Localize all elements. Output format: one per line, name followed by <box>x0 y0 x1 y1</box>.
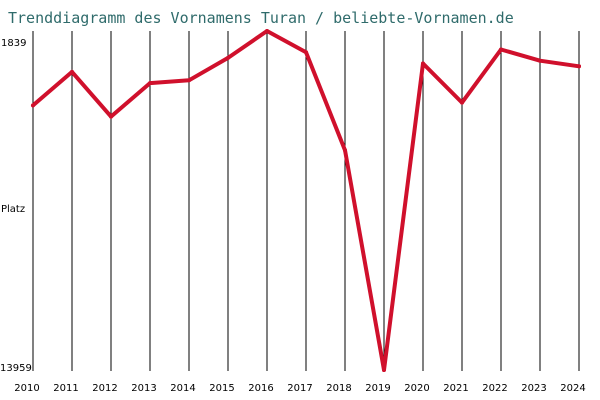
x-tick-label: 2013 <box>131 383 156 394</box>
x-tick-label: 2016 <box>248 383 273 394</box>
data-point-2014 <box>187 78 191 83</box>
data-point-2017 <box>304 50 308 55</box>
data-point-2018 <box>343 148 347 153</box>
x-axis-labels: 2010 2011 2012 2013 2014 2015 2016 2017 2018 2019… <box>14 383 585 394</box>
x-tick-label: 2021 <box>443 383 468 394</box>
x-tick-label: 2014 <box>170 383 195 394</box>
data-point-2021 <box>460 100 464 105</box>
data-point-2024 <box>577 64 581 69</box>
x-tick-label: 2011 <box>53 383 78 394</box>
x-tick-label: 2024 <box>560 383 585 394</box>
y-tick-bottom: 13959 <box>0 363 32 374</box>
chart-title: Trenddiagramm des Vornamens Turan / beli… <box>8 9 514 27</box>
x-tick-label: 2022 <box>482 383 507 394</box>
data-point-2011 <box>70 69 74 74</box>
data-point-2013 <box>148 81 152 86</box>
data-point-2020 <box>421 61 425 66</box>
data-point-2023 <box>538 58 542 63</box>
x-tick-label: 2010 <box>14 383 39 394</box>
data-point-2019 <box>382 368 386 372</box>
grid-lines <box>32 31 580 371</box>
series-group <box>31 29 581 372</box>
x-tick-label: 2019 <box>365 383 390 394</box>
x-tick-label: 2012 <box>92 383 117 394</box>
x-tick-label: 2020 <box>404 383 429 394</box>
data-point-2015 <box>226 55 230 60</box>
x-tick-label: 2015 <box>209 383 234 394</box>
y-tick-top: 1839 <box>1 38 26 49</box>
data-point-2012 <box>109 114 113 119</box>
data-point-2016 <box>265 29 269 33</box>
y-axis-label: Platz <box>1 204 25 215</box>
data-point-2010 <box>31 103 35 108</box>
x-tick-label: 2023 <box>521 383 546 394</box>
y-axis-labels: 1839 Platz 13959 <box>0 38 32 374</box>
x-tick-label: 2018 <box>326 383 351 394</box>
x-tick-label: 2017 <box>287 383 312 394</box>
data-point-2022 <box>499 47 503 52</box>
